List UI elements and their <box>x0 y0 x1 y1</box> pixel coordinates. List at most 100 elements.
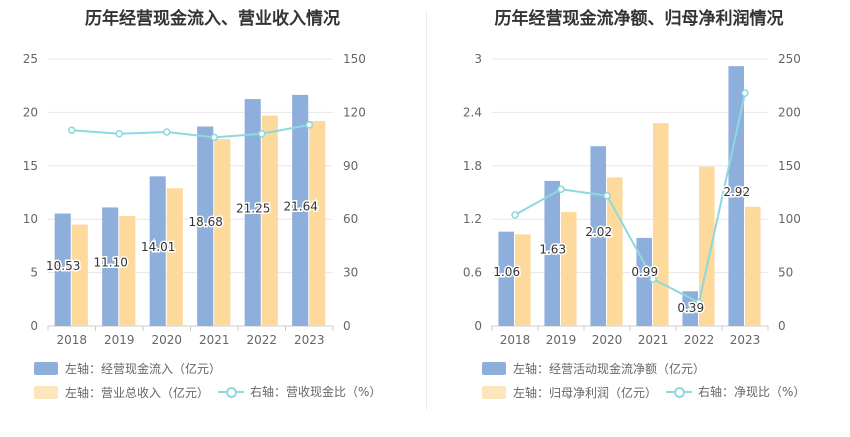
y-right-tick-label: 50 <box>778 266 793 280</box>
data-label: 0.99 <box>631 265 658 279</box>
y-right-tick-label: 0 <box>343 319 351 333</box>
bar-series-1 <box>636 237 652 326</box>
line-point <box>511 211 519 219</box>
data-label: 18.68 <box>189 215 223 229</box>
line-point <box>649 275 657 283</box>
y-right-tick-label: 90 <box>343 159 358 173</box>
legend-label: 左轴：归母净利润（亿元） <box>513 386 658 400</box>
legend-label: 左轴：营业总收入（亿元） <box>65 386 210 400</box>
legend-item-ratio[interactable]: 右轴：净现比（%） <box>666 383 805 400</box>
bar-series-2 <box>653 123 669 326</box>
chart-plot: 0 0 5 30 10 60 15 90 20 120 25 150 2018 2019 2020 2021 2… <box>23 52 366 347</box>
line-point <box>557 185 565 194</box>
y-left-tick-label: 1.8 <box>463 159 482 173</box>
legend-swatch-yellow <box>34 386 58 399</box>
legend-swatch-yellow <box>482 386 506 399</box>
legend-label: 右轴：营收现金比（%） <box>250 385 382 399</box>
data-label: 21.64 <box>284 199 318 213</box>
bar-series-1 <box>149 176 166 326</box>
chart-panel-net-cash: 历年经营现金流净额、归母净利润情况 0 0 0.6 50 1.2 100 1.8 150 2.4… <box>428 0 850 437</box>
bar-series-2 <box>745 206 761 326</box>
line-point <box>695 298 703 307</box>
y-right-tick-label: 60 <box>343 212 358 226</box>
y-right-tick-label: 250 <box>778 52 801 66</box>
legend-item-revenue[interactable]: 左轴：营业总收入（亿元） <box>34 384 209 401</box>
legend-swatch-blue <box>482 362 506 375</box>
bar-series-1 <box>498 231 514 326</box>
line-point <box>741 89 749 97</box>
x-tick-label: 2022 <box>246 333 277 347</box>
bar-series-2 <box>261 115 278 326</box>
bar-series-1 <box>102 207 119 326</box>
x-tick-label: 2018 <box>56 333 87 347</box>
y-right-tick-label: 30 <box>343 266 358 280</box>
y-right-tick-label: 120 <box>343 105 366 119</box>
bar-series-1 <box>590 146 606 326</box>
bar-series-2 <box>309 120 326 326</box>
line-series <box>71 123 310 139</box>
line-point <box>115 130 123 138</box>
y-left-tick-label: 2.4 <box>463 105 482 119</box>
legend-item-net-profit[interactable]: 左轴：归母净利润（亿元） <box>482 384 657 401</box>
y-left-tick-label: 0 <box>30 319 38 333</box>
legend-label: 右轴：净现比（%） <box>698 385 806 399</box>
line-point <box>258 130 266 138</box>
data-label: 10.53 <box>46 259 80 273</box>
line-point <box>305 121 313 129</box>
y-right-tick-label: 200 <box>778 105 801 119</box>
y-left-tick-label: 1.2 <box>463 212 482 226</box>
line-point <box>163 128 171 136</box>
legend-item-cash-inflow[interactable]: 左轴：经营现金流入（亿元） <box>34 360 221 377</box>
bar-series-1 <box>728 66 744 327</box>
legend-item-ratio[interactable]: 右轴：营收现金比（%） <box>218 383 381 400</box>
bar-series-1 <box>244 99 261 326</box>
chart-panel-cash-inflow: 历年经营现金流入、营业收入情况 0 0 5 30 10 60 15 90 20 120 25 150 2… <box>23 9 382 401</box>
chart-title: 历年经营现金流净额、归母净利润情况 <box>494 9 784 29</box>
x-tick-label: 2022 <box>684 333 715 347</box>
legend-label: 左轴：经营现金流入（亿元） <box>65 362 222 376</box>
legend-swatch-line <box>218 385 244 399</box>
x-tick-label: 2021 <box>638 333 669 347</box>
x-tick-label: 2018 <box>500 333 531 347</box>
bar-series-2 <box>214 139 231 326</box>
line-series <box>514 92 746 304</box>
chart-plot: 0 0 0.6 50 1.2 100 1.8 150 2.4 200 3 250 2018 2019 202… <box>463 52 801 347</box>
y-left-tick-label: 10 <box>23 212 38 226</box>
x-tick-label: 2019 <box>104 333 135 347</box>
x-tick-label: 2020 <box>592 333 623 347</box>
x-tick-label: 2023 <box>730 333 761 347</box>
bar-series-1 <box>197 126 214 327</box>
bar-series-2 <box>607 177 623 326</box>
bar-series-2 <box>119 215 136 326</box>
x-tick-label: 2023 <box>294 333 325 347</box>
y-left-tick-label: 5 <box>30 266 38 280</box>
bar-series-2 <box>515 234 531 326</box>
legend-item-net-cash[interactable]: 左轴：经营活动现金流净额（亿元） <box>482 360 705 377</box>
x-tick-label: 2019 <box>546 333 577 347</box>
y-right-tick-label: 100 <box>778 212 801 226</box>
bar-series-1 <box>54 213 71 326</box>
y-left-tick-label: 3 <box>474 52 482 66</box>
y-right-tick-label: 150 <box>778 159 801 173</box>
bar-series-2 <box>71 224 88 326</box>
y-left-tick-label: 20 <box>23 105 38 119</box>
bar-series-2 <box>561 212 577 326</box>
legend-swatch-blue <box>34 362 58 375</box>
legend-swatch-line <box>666 385 692 399</box>
y-left-tick-label: 0.6 <box>463 266 482 280</box>
line-point <box>68 126 76 134</box>
line-point <box>210 133 218 142</box>
data-label: 2.92 <box>723 185 750 199</box>
data-label: 2.02 <box>585 225 612 239</box>
y-left-tick-label: 0 <box>474 319 482 333</box>
data-label: 1.06 <box>493 265 520 279</box>
y-left-tick-label: 15 <box>23 159 38 173</box>
y-left-tick-label: 25 <box>23 52 38 66</box>
chart-title: 历年经营现金流入、营业收入情况 <box>85 9 340 29</box>
data-label: 0.39 <box>677 301 704 315</box>
x-tick-label: 2020 <box>151 333 182 347</box>
data-label: 1.63 <box>539 242 566 256</box>
bar-series-1 <box>292 94 309 326</box>
line-point <box>603 191 611 200</box>
panel-divider <box>426 10 427 410</box>
